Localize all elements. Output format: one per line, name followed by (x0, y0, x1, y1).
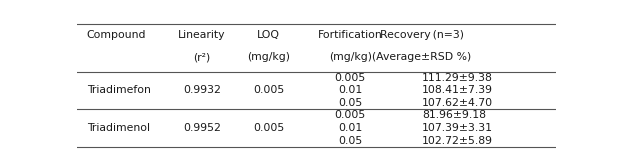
Text: 107.62±4.70: 107.62±4.70 (422, 98, 493, 108)
Text: (mg/kg): (mg/kg) (329, 52, 372, 62)
Text: 0.01: 0.01 (338, 85, 362, 95)
Text: Linearity: Linearity (178, 30, 226, 40)
Text: 0.01: 0.01 (338, 123, 362, 133)
Text: 81.96±9.18: 81.96±9.18 (422, 110, 486, 120)
Text: 107.39±3.31: 107.39±3.31 (422, 123, 493, 133)
Text: Recovery (n=3): Recovery (n=3) (380, 30, 464, 40)
Text: (mg/kg): (mg/kg) (247, 52, 290, 62)
Text: 111.29±9.38: 111.29±9.38 (422, 73, 493, 83)
Text: 0.9952: 0.9952 (183, 123, 221, 133)
Text: 0.05: 0.05 (338, 136, 362, 146)
Text: Compound: Compound (87, 30, 146, 40)
Text: 0.005: 0.005 (253, 123, 284, 133)
Text: Triadimenol: Triadimenol (87, 123, 150, 133)
Text: 108.41±7.39: 108.41±7.39 (422, 85, 493, 95)
Text: 0.005: 0.005 (253, 85, 284, 95)
Text: Triadimefon: Triadimefon (87, 85, 151, 95)
Text: 102.72±5.89: 102.72±5.89 (422, 136, 493, 146)
Text: (r²): (r²) (193, 52, 210, 62)
Text: Fortification: Fortification (318, 30, 383, 40)
Text: LOQ: LOQ (257, 30, 281, 40)
Text: 0.005: 0.005 (334, 110, 366, 120)
Text: 0.05: 0.05 (338, 98, 362, 108)
Text: 0.005: 0.005 (334, 73, 366, 83)
Text: (Average±RSD %): (Average±RSD %) (373, 52, 472, 62)
Text: 0.9932: 0.9932 (183, 85, 221, 95)
